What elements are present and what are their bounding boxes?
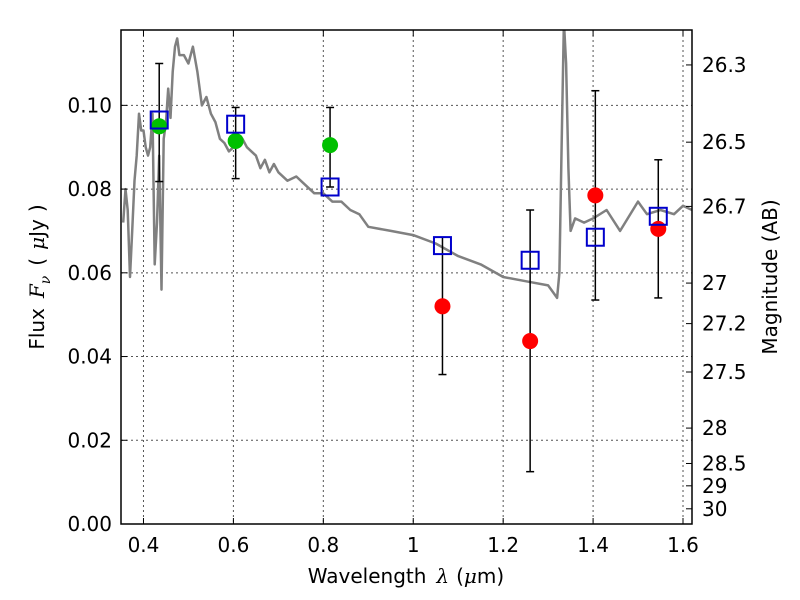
magnitude-tick-label: 26.3	[702, 53, 747, 77]
plot-area	[121, 30, 692, 300]
magnitude-tick-label: 27.2	[702, 312, 747, 336]
x-tick-label: 1.4	[577, 533, 609, 557]
detection-point	[227, 132, 244, 149]
error-bars	[155, 62, 663, 473]
x-axis-label-word: Wavelength	[308, 564, 427, 588]
magnitude-tick-label: 27.5	[702, 360, 747, 384]
y-axis-label-subscript: ν	[38, 275, 54, 284]
magnitude-axis-label: Magnitude (AB)	[758, 199, 782, 354]
tick-labels: 0.4 0.6 0.8 1 1.2 1.4 1.6 0.00 0.02 0.04 0.06 0.08 0…	[67, 53, 746, 557]
model-flux-square	[432, 236, 452, 256]
model-flux-square	[320, 177, 340, 197]
magnitude-tick-label: 26.5	[702, 130, 747, 154]
y-axis-label-unit: Jy	[25, 219, 49, 239]
x-axis-label-open: (	[456, 564, 464, 588]
x-axis-label: Wavelength λ (μm)	[308, 564, 504, 588]
magnitude-tick-label: 28	[702, 416, 727, 440]
x-tick-label: 0.8	[307, 533, 339, 557]
model-flux-square	[648, 206, 668, 226]
model-flux-square	[226, 114, 246, 134]
sed-model-line	[121, 30, 692, 300]
magnitude-tick-label: 30	[702, 497, 727, 521]
x-axis-label-symbol: λ	[435, 564, 449, 588]
plot-frame	[120, 29, 693, 525]
detection-point	[322, 137, 339, 154]
y-tick-label: 0.00	[67, 512, 112, 536]
x-tick-label: 0.6	[217, 533, 249, 557]
x-tick-label: 0.4	[128, 533, 160, 557]
y-axis-label: Flux Fν ( μJy)	[25, 204, 54, 349]
y-axis-label-mu: μ	[25, 237, 49, 250]
nondetection-point	[522, 333, 539, 350]
magnitude-tick-label: 26.7	[702, 194, 747, 218]
y-tick-label: 0.10	[67, 93, 112, 117]
magnitude-tick-label: 28.5	[702, 451, 747, 475]
y-axis-label-symbol: F	[25, 283, 49, 299]
detection-point	[151, 118, 168, 135]
data-markers	[149, 110, 668, 350]
x-tick-label: 1.6	[667, 533, 699, 557]
magnitude-tick-label: 29	[702, 474, 727, 498]
x-tick-label: 1.2	[487, 533, 519, 557]
y-axis-label-word: Flux	[25, 308, 49, 350]
y-axis-label-close: )	[25, 204, 49, 212]
model-flux-square	[149, 110, 169, 130]
grid	[121, 30, 692, 525]
model-flux-square	[520, 250, 540, 270]
nondetection-point	[650, 220, 667, 237]
y-tick-label: 0.02	[67, 428, 112, 452]
y-axis-label-open: (	[25, 258, 49, 266]
y-tick-label: 0.06	[67, 261, 112, 285]
y-tick-label: 0.04	[67, 345, 112, 369]
magnitude-tick-label: 27	[702, 271, 727, 295]
model-flux-square	[585, 227, 605, 247]
tick-marks	[121, 30, 692, 525]
y-tick-label: 0.08	[67, 177, 112, 201]
nondetection-point	[434, 298, 451, 315]
x-axis-label-unit: m)	[477, 564, 504, 588]
x-axis-label-mu: μ	[464, 564, 477, 588]
x-tick-label: 1	[407, 533, 420, 557]
nondetection-point	[587, 187, 604, 204]
